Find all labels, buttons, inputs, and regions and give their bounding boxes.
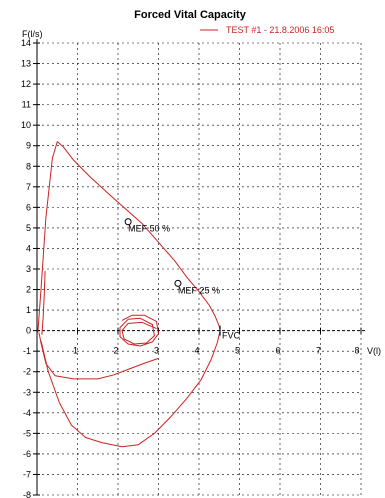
x-tick-label: 1	[73, 346, 78, 356]
x-tick-label: 5	[235, 346, 240, 356]
x-tick-label: 4	[194, 346, 199, 356]
y-tick-label: 4	[26, 243, 31, 253]
annotation-label: FVC	[222, 331, 241, 341]
axes	[33, 39, 367, 496]
y-tick-label: -6	[23, 449, 31, 459]
flow-volume-curve	[40, 330, 221, 448]
flow-volume-curve	[37, 141, 221, 333]
y-tick-label: 9	[26, 141, 31, 151]
chart-title: Forced Vital Capacity	[134, 9, 247, 21]
x-tick-label: 6	[275, 346, 280, 356]
y-tick-label: 12	[21, 79, 31, 89]
tick-labels: 1 2 3 4 5 6 7 814131211109876543210-1-2-3-4-5-6…	[21, 38, 360, 498]
y-tick-label: 8	[26, 161, 31, 171]
legend: TEST #1 - 21.8.2006 16:05	[200, 25, 334, 35]
flow-volume-curve	[41, 271, 46, 335]
x-tick-label: 2	[113, 346, 118, 356]
annotations: MEF 50 % MEF 25 % FVC	[124, 218, 241, 341]
y-tick-label: 7	[26, 182, 31, 192]
y-tick-label: 1	[26, 305, 31, 315]
y-tick-label: -7	[23, 469, 31, 479]
annotation-marker	[124, 218, 132, 226]
y-tick-label: -3	[23, 387, 31, 397]
y-tick-label: 10	[21, 120, 31, 130]
y-tick-label: 11	[22, 100, 31, 110]
annotation-label: MEF 25 %	[178, 285, 220, 295]
annotation-label: MEF 50 %	[128, 224, 170, 234]
y-tick-label: 6	[26, 202, 31, 212]
legend-label: TEST #1 - 21.8.2006 16:05	[226, 25, 334, 35]
flow-volume-curve	[119, 314, 159, 347]
series	[37, 141, 221, 448]
x-axis-label: V(l)	[367, 346, 381, 356]
y-tick-label: -2	[23, 367, 31, 377]
y-tick-label: -8	[23, 490, 31, 498]
y-tick-label: 3	[26, 264, 31, 274]
y-tick-label: 2	[26, 285, 31, 295]
y-tick-label: -4	[23, 408, 31, 418]
y-tick-label: 0	[26, 326, 31, 336]
x-tick-label: 8	[354, 346, 359, 356]
y-tick-label: -1	[23, 346, 31, 356]
grid	[37, 42, 362, 496]
y-tick-label: -5	[23, 428, 31, 438]
y-tick-label: 14	[21, 38, 31, 48]
annotation-marker	[174, 279, 182, 287]
y-tick-label: 13	[21, 59, 31, 69]
x-tick-label: 7	[316, 346, 321, 356]
y-tick-label: 5	[26, 223, 31, 233]
x-tick-label: 3	[154, 346, 159, 356]
y-axis-label: F(l/s)	[22, 29, 43, 39]
